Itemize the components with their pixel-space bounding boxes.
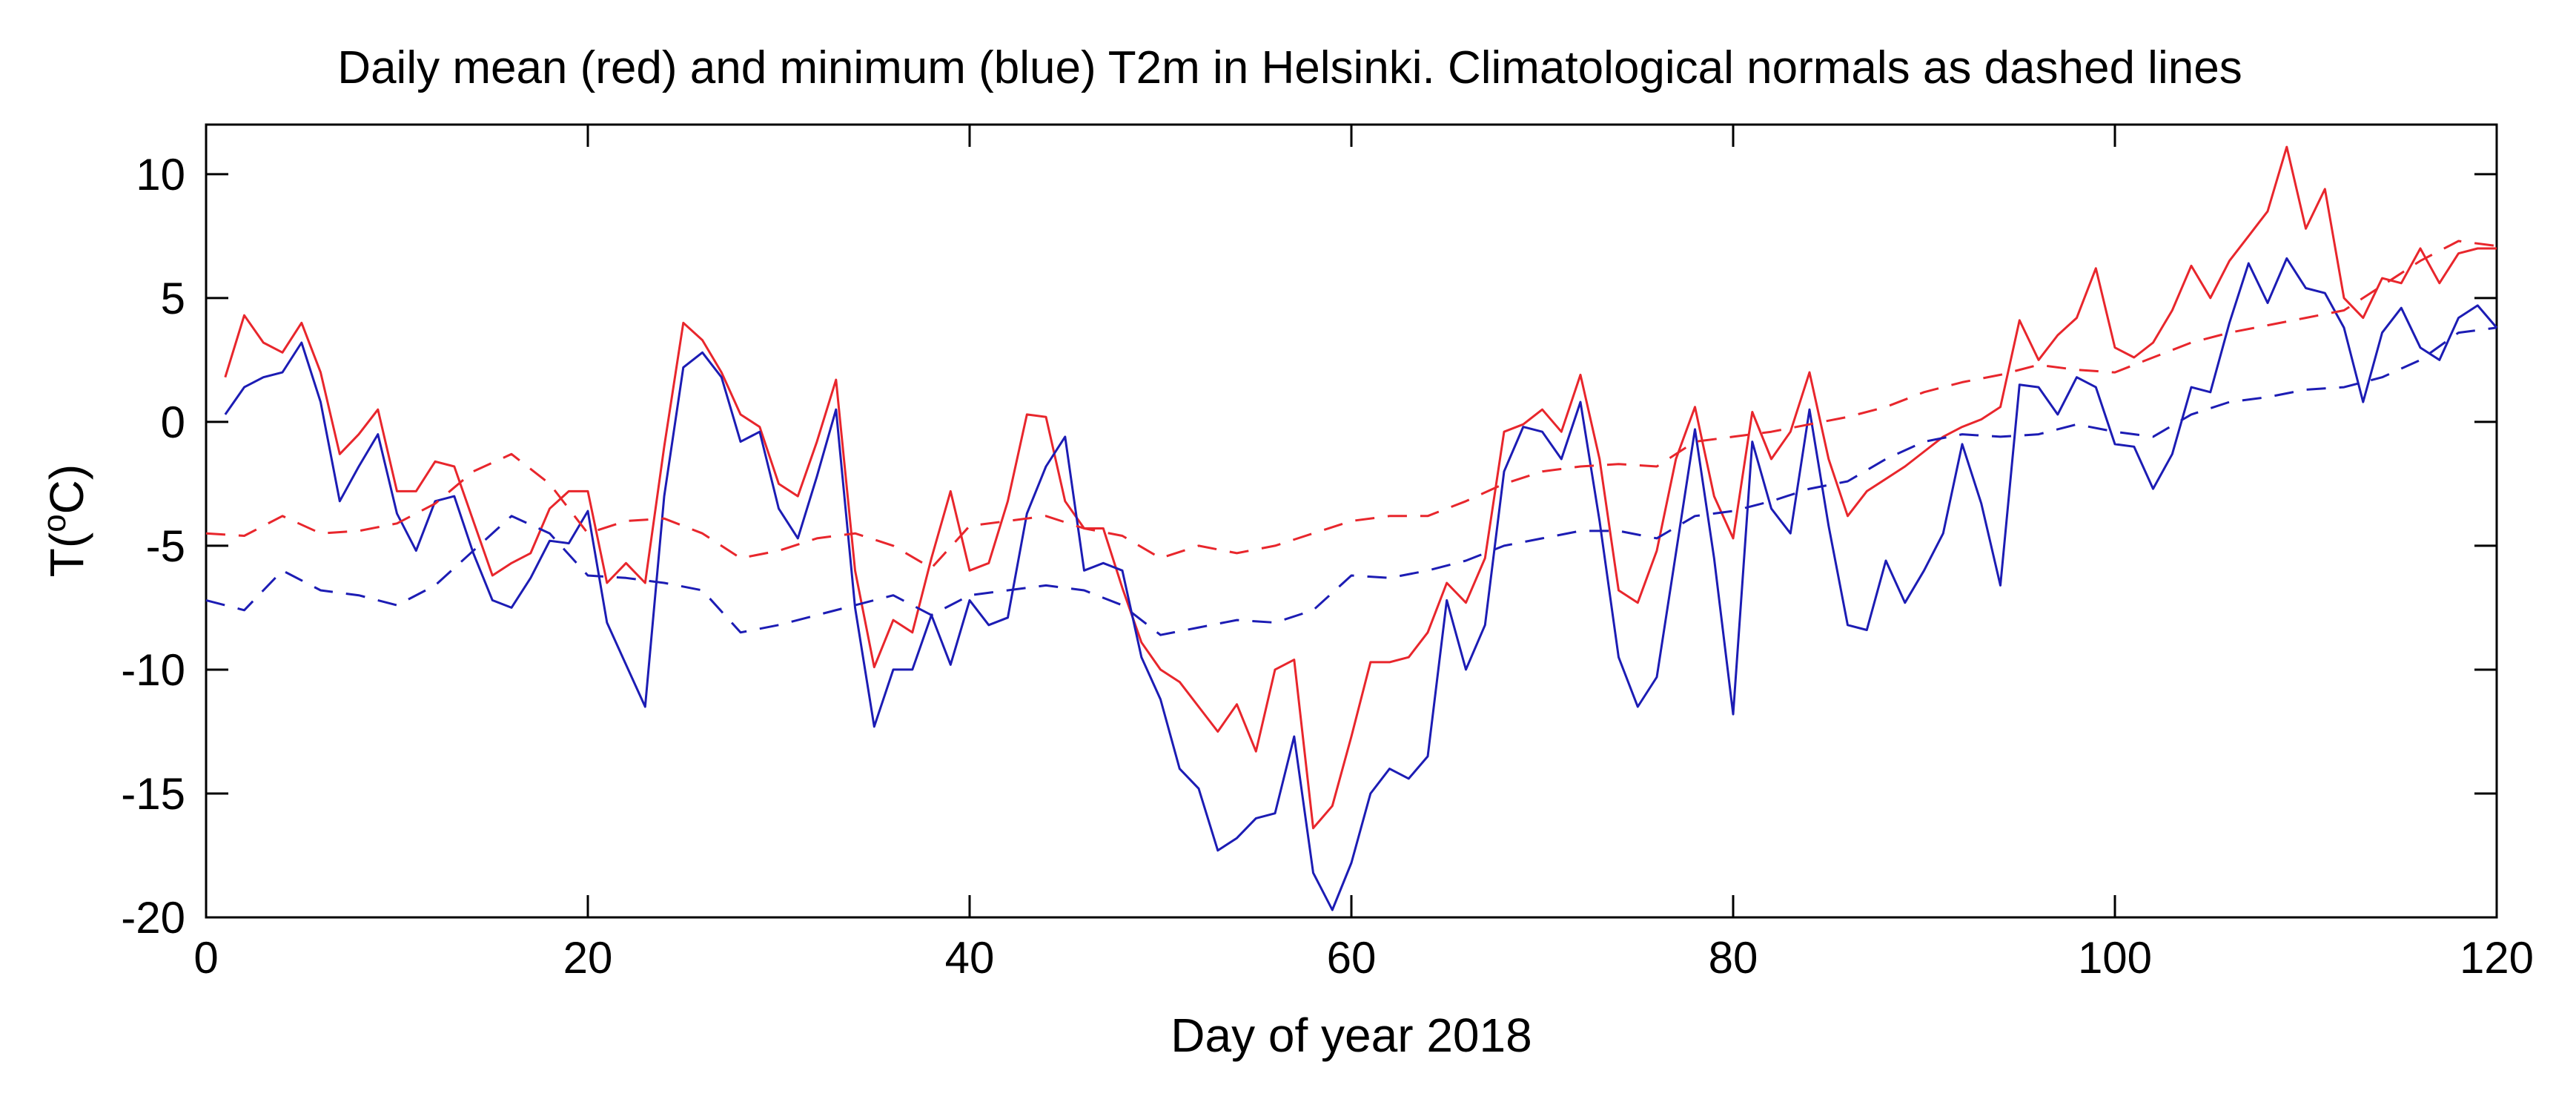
y-tick-label: -5 bbox=[146, 521, 185, 571]
y-axis-label-suffix: C) bbox=[40, 464, 93, 515]
series-line-0 bbox=[224, 145, 2497, 830]
y-axis-label: T(oC) bbox=[36, 464, 93, 577]
x-tick-label: 0 bbox=[193, 933, 218, 983]
series-layer bbox=[205, 145, 2498, 911]
x-tick-label: 20 bbox=[563, 933, 613, 983]
y-axis-label-prefix: T( bbox=[40, 532, 93, 577]
y-tick-label: 0 bbox=[161, 398, 185, 447]
plot-area bbox=[205, 123, 2498, 919]
y-tick-label: 5 bbox=[161, 274, 185, 323]
chart-title: Daily mean (red) and minimum (blue) T2m … bbox=[337, 42, 2242, 93]
series-line-2 bbox=[205, 240, 2497, 570]
y-tick-label: 10 bbox=[136, 150, 185, 199]
x-tick-label: 60 bbox=[1327, 933, 1377, 983]
y-axis-label-degree: o bbox=[36, 514, 73, 532]
x-tick-labels: 0 20 40 60 80 100 120 bbox=[193, 933, 2534, 983]
axis-ticks bbox=[205, 125, 2498, 919]
x-tick-label: 80 bbox=[1709, 933, 1758, 983]
y-tick-label: -15 bbox=[121, 769, 185, 819]
x-tick-label: 120 bbox=[2460, 933, 2534, 983]
series-line-1 bbox=[224, 257, 2498, 911]
y-tick-label: -20 bbox=[121, 893, 185, 943]
y-tick-labels: 10 5 0 -5 -10 -15 -20 bbox=[121, 150, 185, 943]
x-axis-label: Day of year 2018 bbox=[1171, 1009, 1532, 1062]
series-line-3 bbox=[205, 326, 2497, 636]
x-tick-label: 40 bbox=[945, 933, 995, 983]
y-tick-label: -10 bbox=[121, 645, 185, 695]
x-tick-label: 100 bbox=[2078, 933, 2152, 983]
